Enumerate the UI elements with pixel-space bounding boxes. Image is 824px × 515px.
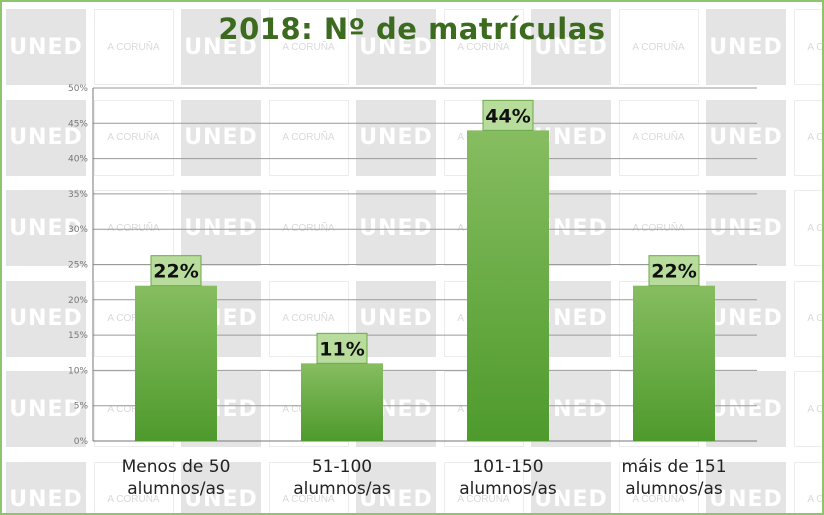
watermark-location-text: A CORUÑA	[93, 190, 174, 266]
watermark-location-text: A CORUÑA	[793, 99, 822, 176]
y-tick-label: 10%	[68, 366, 88, 376]
watermark-logo: UNED	[356, 99, 436, 176]
y-tick-label: 5%	[74, 402, 89, 412]
x-tick-label: 101-150	[472, 457, 543, 477]
chart-title: 2018: Nº de matrículas	[218, 12, 606, 46]
watermark-location-text: A CORUÑA	[443, 9, 524, 85]
watermark-logo: UNED	[706, 9, 786, 85]
watermark-logo: UNED	[706, 371, 786, 447]
x-tick-label: Menos de 50	[122, 457, 231, 477]
watermark-logo: UNED	[181, 461, 261, 513]
watermark-location-text: A CORUÑA	[268, 99, 349, 176]
y-tick-label: 40%	[68, 155, 88, 165]
watermark-logo: UNED	[356, 9, 436, 85]
watermark-logo: UNED	[531, 461, 611, 513]
bar	[135, 285, 217, 441]
watermark-logo: UNED	[531, 9, 611, 85]
watermark-location-text: A CORUÑA	[618, 99, 699, 176]
watermark-location-text: A CORUÑA	[793, 371, 822, 447]
data-label: 22%	[651, 261, 696, 283]
watermark-location-text: A CORUÑA	[793, 461, 822, 513]
y-tick-label: 35%	[68, 190, 88, 200]
y-tick-label: 0%	[74, 437, 89, 447]
y-tick-label: 50%	[68, 84, 88, 94]
y-tick-label: 45%	[68, 119, 88, 129]
watermark-logo: UNED	[6, 461, 86, 513]
watermark-logo: UNED	[706, 461, 786, 513]
watermark-logo: UNED	[6, 99, 86, 176]
watermark-location-text: A CORUÑA	[443, 461, 524, 513]
x-tick-label: alumnos/as	[625, 479, 723, 499]
watermark-logo: UNED	[6, 280, 86, 357]
watermark-location-text: A CORUÑA	[93, 99, 174, 176]
x-tick-label: alumnos/as	[127, 479, 225, 499]
y-tick-label: 15%	[68, 331, 88, 341]
watermark-location-text: A CORUÑA	[93, 9, 174, 85]
watermark-logo: UNED	[181, 9, 261, 85]
data-label-box	[150, 255, 202, 287]
watermark-location-text: A CORUÑA	[793, 280, 822, 357]
data-label: 11%	[319, 338, 364, 360]
y-tick-label: 20%	[68, 296, 88, 306]
x-tick-label: alumnos/as	[459, 479, 557, 499]
watermark-logo: UNED	[706, 280, 786, 357]
watermark-logo: UNED	[6, 190, 86, 266]
data-label: 22%	[153, 261, 198, 283]
watermark-location-text: A CORUÑA	[793, 9, 822, 85]
data-label: 44%	[485, 105, 530, 127]
x-tick-label: máis de 151	[621, 457, 726, 477]
data-label-box	[648, 255, 700, 287]
watermark-location-text: A CORUÑA	[268, 461, 349, 513]
bar	[467, 130, 549, 442]
data-label-box	[316, 332, 368, 364]
watermark-logo: UNED	[706, 190, 786, 266]
bar	[301, 363, 383, 441]
watermark-logo: UNED	[181, 190, 261, 266]
watermark-location-text: A CORUÑA	[93, 461, 174, 513]
watermark-logo: UNED	[6, 371, 86, 447]
watermark-logo: UNED	[181, 99, 261, 176]
x-tick-label: 51-100	[312, 457, 372, 477]
watermark-logo: UNED	[6, 9, 86, 85]
data-label-box	[482, 99, 534, 131]
watermark-logo: UNED	[706, 99, 786, 176]
watermark-location-text: A CORUÑA	[618, 461, 699, 513]
watermark-logo: UNED	[356, 461, 436, 513]
x-tick-label: alumnos/as	[293, 479, 391, 499]
bar	[633, 285, 715, 441]
y-tick-label: 30%	[68, 225, 88, 235]
watermark-location-text: A CORUÑA	[268, 9, 349, 85]
watermark-location-text: A CORUÑA	[793, 190, 822, 266]
watermark-logo: UNED	[356, 280, 436, 357]
watermark-location-text: A CORUÑA	[268, 190, 349, 266]
watermark-logo: UNED	[356, 190, 436, 266]
watermark-location-text: A CORUÑA	[618, 9, 699, 85]
y-tick-label: 25%	[68, 261, 88, 271]
